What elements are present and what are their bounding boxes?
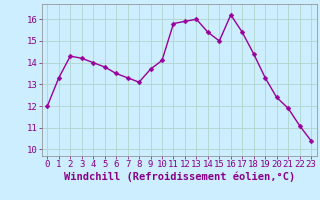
X-axis label: Windchill (Refroidissement éolien,°C): Windchill (Refroidissement éolien,°C)	[64, 172, 295, 182]
